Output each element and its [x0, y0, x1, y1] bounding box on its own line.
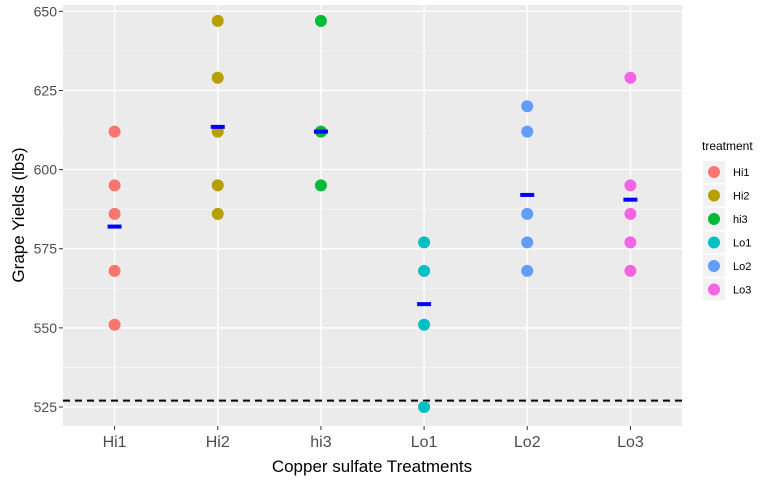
data-point	[108, 179, 121, 192]
data-point	[211, 71, 224, 84]
y-tick-label: 625	[34, 82, 58, 98]
data-point	[211, 207, 224, 220]
data-point	[624, 207, 637, 220]
x-tick-label: Lo2	[514, 434, 541, 451]
data-point	[624, 71, 637, 84]
mean-marker	[520, 192, 535, 197]
y-tick-label: 575	[34, 241, 58, 257]
data-point	[108, 264, 121, 277]
legend-label: Lo2	[733, 261, 751, 273]
legend-key	[708, 260, 720, 272]
minor-grid	[63, 50, 682, 368]
data-point	[108, 125, 121, 138]
x-tick-label: Lo1	[411, 434, 438, 451]
legend-label: Lo1	[733, 238, 751, 250]
x-tick-label: Hi1	[103, 434, 127, 451]
data-point	[211, 14, 224, 27]
mean-markers	[107, 124, 638, 307]
data-point	[418, 264, 431, 277]
data-point	[521, 207, 534, 220]
mean-marker	[107, 224, 122, 229]
y-tick-label: 550	[34, 320, 58, 336]
data-point	[108, 207, 121, 220]
legend-label: Lo3	[733, 285, 751, 297]
data-point	[418, 401, 431, 414]
y-axis-title: Grape Yields (lbs)	[9, 147, 28, 282]
x-tick-label: Hi2	[206, 434, 230, 451]
legend-title: treatment	[702, 139, 753, 153]
mean-marker	[417, 302, 432, 307]
data-point	[624, 236, 637, 249]
data-point	[521, 125, 534, 138]
data-points	[108, 14, 637, 414]
legend-key	[708, 213, 720, 225]
y-tick-label: 650	[34, 3, 58, 19]
legend-key	[708, 166, 720, 178]
mean-marker	[210, 124, 225, 129]
data-point	[624, 264, 637, 277]
data-point	[314, 14, 327, 27]
data-point	[521, 100, 534, 113]
legend-key	[708, 189, 720, 202]
data-point	[211, 179, 224, 192]
x-axis: Hi1 Hi2 hi3 Lo1 Lo2 Lo3	[103, 426, 644, 451]
legend-key	[708, 236, 720, 249]
y-tick-label: 600	[34, 162, 58, 178]
data-point	[108, 318, 121, 331]
mean-marker	[313, 129, 328, 134]
data-point	[418, 236, 431, 249]
plot-panel	[63, 5, 682, 426]
x-tick-label: hi3	[310, 434, 331, 451]
y-axis: 525 550 575 600 625 650	[34, 3, 63, 415]
legend-key	[708, 283, 720, 296]
y-tick-label: 525	[34, 399, 58, 415]
legend-label: Hi2	[733, 191, 750, 203]
data-point	[418, 318, 431, 331]
x-axis-title: Copper sulfate Treatments	[272, 457, 472, 476]
legend: treatment Hi1 Hi2 hi3 Lo1 Lo2 Lo3	[702, 139, 753, 301]
data-point	[314, 179, 327, 192]
legend-label: hi3	[733, 214, 748, 226]
x-tick-label: Lo3	[617, 434, 644, 451]
data-point	[624, 179, 637, 192]
mean-marker	[623, 197, 638, 202]
data-point	[521, 236, 534, 249]
data-point	[521, 264, 534, 277]
legend-label: Hi1	[733, 167, 750, 179]
